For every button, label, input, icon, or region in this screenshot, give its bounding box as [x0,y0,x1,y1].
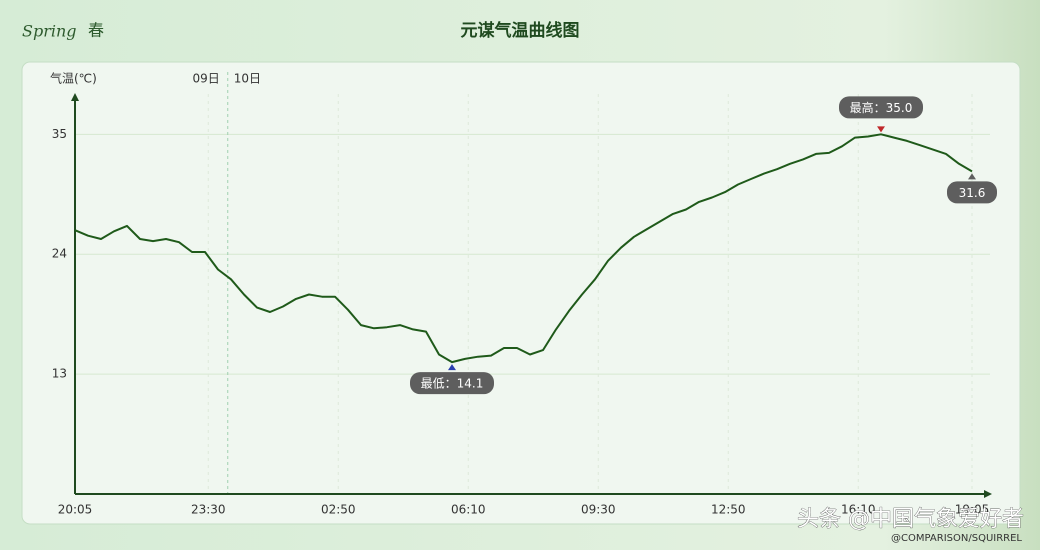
x-tick-label: 02:50 [321,503,356,517]
x-tick-label: 12:50 [711,503,746,517]
x-axis-arrow [984,490,992,498]
x-tick-label: 20:05 [58,503,93,517]
x-tick-label: 19:05 [955,503,990,517]
y-tick-label: 24 [52,247,67,261]
x-tick-label: 09:30 [581,503,616,517]
x-tick-label: 23:30 [191,503,226,517]
annotation-label: 最高：35.0 [850,100,913,115]
panel [21,61,1021,525]
y-axis-label: 气温(℃) [50,71,97,86]
y-tick-label: 13 [52,367,67,381]
x-tick-label: 16:10 [841,503,876,517]
watermark: 头条 @中国气象爱好者 [797,507,1024,532]
temperature-line [74,133,973,364]
season: 春 [88,21,104,40]
annotation-box [839,96,923,119]
annotation-label: 31.6 [959,186,986,200]
x-tick-label: 06:10 [451,503,486,517]
y-axis-arrow [71,93,79,101]
brand: Spring [22,22,77,41]
day-label: 10日 [234,72,261,86]
extreme-marker [968,173,976,180]
extreme-marker [448,364,456,371]
y-tick-label: 35 [52,127,67,141]
annotation-box [410,372,494,395]
day-label: 09日 [192,72,219,86]
chart-title: 元谋气温曲线图 [461,20,580,41]
annotation-label: 最低：14.1 [421,377,484,391]
extreme-marker [877,126,885,133]
credit: @COMPARISON/SQUIRREL [891,533,1022,544]
annotation-box [947,181,997,204]
